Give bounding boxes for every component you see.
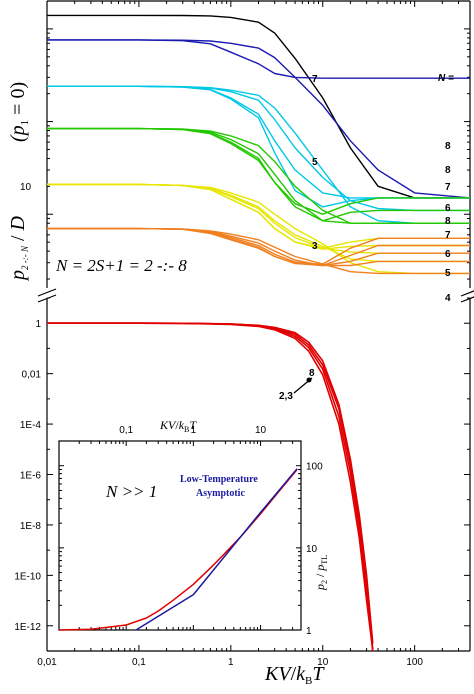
- inset-legend-line-2: Asymptotic: [196, 488, 245, 499]
- upper-annotation: N = 2S+1 = 2 -:- 8: [55, 256, 187, 275]
- end-label-5: 5: [445, 268, 451, 279]
- inset-ytick-label: 10: [306, 544, 318, 555]
- group-label-3: 3: [312, 241, 318, 252]
- lower-xtick-label: 10: [317, 657, 329, 668]
- lower-ytick-label: 1E-4: [20, 420, 42, 431]
- upper-series-line-7: [47, 127, 470, 215]
- upper-series-line-4: [47, 85, 470, 208]
- point-label-2-3: 2,3: [279, 391, 293, 402]
- lower-series-line-3: [47, 322, 374, 644]
- group-label-7: 7: [312, 74, 318, 85]
- inset-ytick-label: 1: [306, 626, 312, 637]
- lower-xlabel: KV/kBT: [264, 663, 325, 687]
- inset-series: [58, 468, 298, 631]
- upper-series-line-1: [47, 39, 470, 79]
- upper-series: [47, 14, 471, 275]
- lower-ytick-label: 0,01: [22, 370, 42, 381]
- end-label-4: 4: [445, 293, 451, 304]
- upper-ylabel-bottom: p2 -:- N / D: [7, 215, 30, 282]
- upper-panel: 10 (p1 = 0) p2 -:- N / D N = 2S+1 = 2 -:…: [7, 0, 471, 304]
- lower-xtick-label: 0,1: [132, 657, 146, 668]
- point-label-8: 8: [309, 368, 315, 379]
- lower-ytick-label: 1E-6: [20, 471, 42, 482]
- inset-ylabel: p2 / pTL: [313, 555, 329, 591]
- upper-series-line-20: [47, 227, 470, 275]
- break-right-1: [460, 290, 474, 297]
- lower-xtick-label: 0,01: [37, 657, 57, 668]
- lower-ytick-label: 1: [35, 319, 41, 330]
- upper-series-line-2: [47, 39, 471, 199]
- inset-xtick-label: 10: [255, 425, 267, 436]
- inset-frame: [58, 440, 302, 631]
- inset-legend-line-1: Low-Temperature: [180, 474, 258, 485]
- point-label-dot: [306, 377, 312, 383]
- upper-series-line-0: [47, 14, 470, 199]
- upper-y-tick-10: 10: [20, 182, 32, 193]
- upper-series-line-15: [47, 183, 470, 275]
- inset-annotation: N >> 1: [105, 482, 157, 501]
- lower-ytick-label: 1E-8: [20, 521, 42, 532]
- upper-series-line-5: [47, 85, 470, 212]
- end-label-6a: 6: [445, 203, 451, 214]
- inset-ytick-label: 100: [306, 462, 323, 473]
- group-label-5: 5: [312, 157, 318, 168]
- upper-series-line-10: [47, 127, 470, 224]
- end-label-8c: 8: [445, 216, 451, 227]
- lower-xtick-label: 1: [228, 657, 234, 668]
- inset-xtick-label: 1: [191, 425, 197, 436]
- inset-ticks: 0,1 1 10 1 10 100: [58, 425, 323, 637]
- upper-series-line-6: [47, 85, 470, 224]
- upper-ylabel-top: (p1 = 0): [7, 82, 31, 142]
- end-label-6b: 6: [445, 249, 451, 260]
- axis-break-marks: [37, 288, 474, 303]
- end-label-8a: 8: [445, 141, 451, 152]
- inset-xlabel: KV/kBT: [159, 418, 197, 434]
- inset-series-line-1: [135, 468, 298, 631]
- upper-series-line-3: [47, 85, 470, 199]
- lower-ticks: 1 0,01 1E-4 1E-6 1E-8 1E-10 1E-12 0,01 0,1 1 10 100: [14, 297, 471, 668]
- n-header: N =: [438, 73, 454, 84]
- break-left-1: [37, 288, 57, 297]
- inset-xtick-label: 0,1: [119, 425, 133, 436]
- lower-ytick-label: 1E-10: [14, 571, 41, 582]
- inset-series-line-0: [58, 469, 298, 631]
- upper-ticks: [46, 0, 471, 280]
- end-label-8b: 8: [445, 165, 451, 176]
- lower-xtick-label: 100: [406, 657, 423, 668]
- inset-panel: 0,1 1 10 1 10 100 N >> 1 Low-Temperature Asym…: [58, 418, 329, 637]
- lower-ytick-label: 1E-12: [14, 622, 41, 633]
- lower-series: [47, 322, 374, 652]
- end-label-7b: 7: [445, 230, 451, 241]
- end-label-7a: 7: [445, 182, 451, 193]
